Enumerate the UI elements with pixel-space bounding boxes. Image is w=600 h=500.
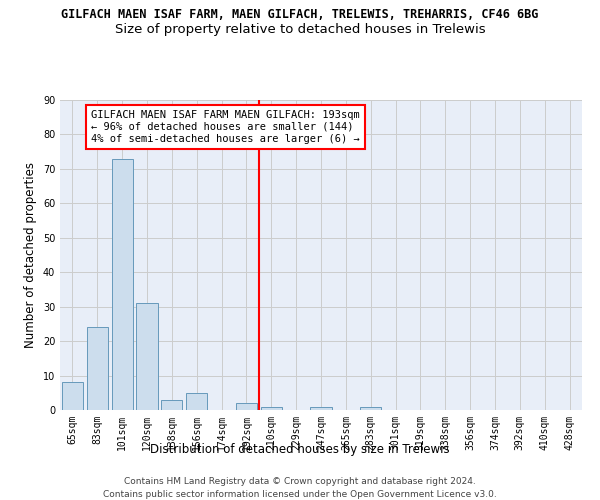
Text: Contains public sector information licensed under the Open Government Licence v3: Contains public sector information licen…: [103, 490, 497, 499]
Bar: [310, 406, 332, 410]
Text: Contains HM Land Registry data © Crown copyright and database right 2024.: Contains HM Land Registry data © Crown c…: [124, 478, 476, 486]
Bar: [112, 158, 133, 410]
Bar: [136, 303, 158, 410]
Text: Size of property relative to detached houses in Trelewis: Size of property relative to detached ho…: [115, 22, 485, 36]
Y-axis label: Number of detached properties: Number of detached properties: [24, 162, 37, 348]
Text: Distribution of detached houses by size in Trelewis: Distribution of detached houses by size …: [150, 442, 450, 456]
Bar: [236, 403, 257, 410]
Bar: [62, 382, 83, 410]
Bar: [161, 400, 182, 410]
Bar: [186, 393, 207, 410]
Bar: [360, 406, 381, 410]
Bar: [261, 406, 282, 410]
Text: GILFACH MAEN ISAF FARM MAEN GILFACH: 193sqm
← 96% of detached houses are smaller: GILFACH MAEN ISAF FARM MAEN GILFACH: 193…: [91, 110, 360, 144]
Bar: [87, 328, 108, 410]
Text: GILFACH MAEN ISAF FARM, MAEN GILFACH, TRELEWIS, TREHARRIS, CF46 6BG: GILFACH MAEN ISAF FARM, MAEN GILFACH, TR…: [61, 8, 539, 20]
